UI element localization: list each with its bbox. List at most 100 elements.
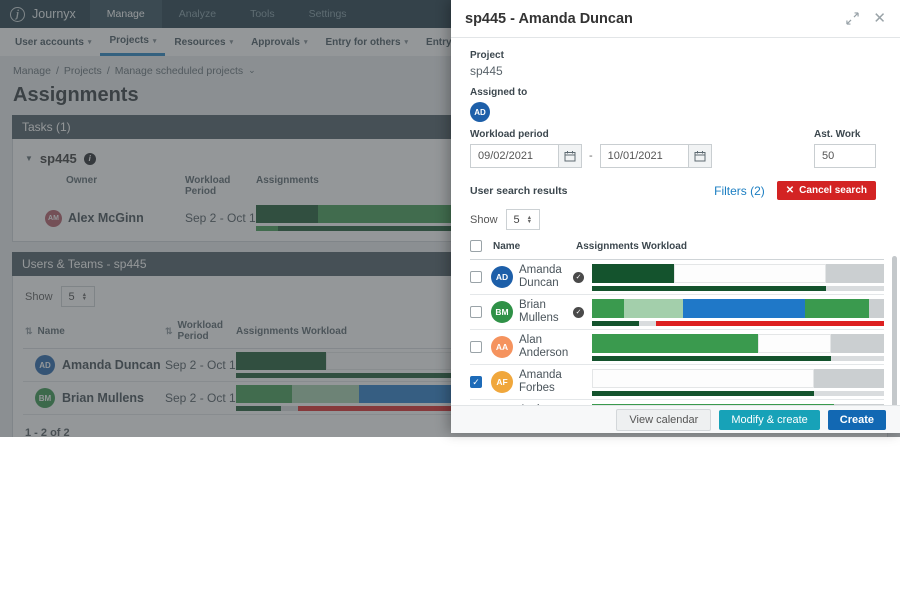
view-calendar-button[interactable]: View calendar — [616, 408, 712, 431]
bar-segment-darkgreen — [592, 263, 674, 283]
user-name-cell: Andrew Riggs — [519, 404, 590, 405]
create-button[interactable]: Create — [827, 409, 886, 430]
search-result-rows: AD Amanda Duncan ✓ BM Brian Mullens ✓ AA Alan A… — [470, 260, 884, 405]
search-result-row: BM Brian Mullens ✓ — [470, 295, 884, 330]
user-name: Amanda Duncan — [519, 263, 562, 289]
select-all-checkbox[interactable] — [470, 240, 482, 252]
workload-period-label: Workload period — [470, 129, 549, 140]
bar-segment-gray — [825, 263, 884, 283]
bar-segment-darkgreen — [592, 355, 832, 361]
panel-header: sp445 - Amanda Duncan ✕ — [451, 0, 900, 38]
bar-segment-lightgray — [813, 390, 884, 396]
assignments-workload-bar — [592, 263, 884, 291]
bar-segment-green — [592, 333, 759, 353]
verified-badge-icon: ✓ — [573, 271, 584, 283]
scrollbar[interactable] — [892, 256, 897, 405]
bar-segment-lightgray — [825, 285, 884, 291]
user-name-cell: Alan Anderson — [519, 334, 590, 360]
workload-bar-thin — [592, 355, 884, 361]
panel-title: sp445 - Amanda Duncan — [465, 10, 633, 27]
user-name-cell: Amanda Duncan ✓ — [519, 264, 590, 290]
avatar: AF — [491, 371, 513, 393]
x-icon: ✕ — [785, 185, 795, 196]
verified-badge-icon: ✓ — [573, 306, 584, 318]
search-result-row: ✓ AF Amanda Forbes — [470, 365, 884, 400]
bar-segment-gray — [869, 298, 884, 318]
ast-work-label: Ast. Work — [814, 129, 861, 140]
bar-segment-green — [592, 403, 835, 405]
modify-create-button[interactable]: Modify & create — [719, 409, 820, 430]
workload-bar-main — [592, 333, 884, 353]
workload-bar-main — [592, 298, 884, 318]
workload-bar-main — [592, 263, 884, 283]
bar-segment-darkgreen — [592, 390, 814, 396]
bar-segment-green — [592, 298, 625, 318]
user-name: Andrew Riggs — [519, 404, 573, 405]
search-result-row: AA Alan Anderson — [470, 330, 884, 365]
filters-link[interactable]: Filters (2) — [714, 183, 765, 198]
close-icon[interactable]: ✕ — [873, 10, 886, 27]
user-name: Alan Anderson — [519, 333, 569, 359]
bar-segment-gray — [834, 403, 884, 405]
user-name-cell: Amanda Forbes — [519, 369, 590, 395]
avatar: AD — [491, 266, 513, 288]
user-search-results-label: User search results — [470, 184, 568, 197]
workload-bar-thin — [592, 320, 884, 326]
assignments-workload-bar — [592, 298, 884, 326]
assignments-workload-bar — [592, 403, 884, 405]
panel-footer: View calendar Modify & create Create — [451, 405, 900, 433]
workload-bar-thin — [592, 390, 884, 396]
select-arrows-icon: ▲▼ — [526, 214, 533, 225]
row-checkbox[interactable]: ✓ — [470, 376, 482, 388]
table-header: Name Assignments Workload — [470, 236, 884, 260]
bar-segment-green — [805, 298, 870, 318]
user-search-table: Name Assignments Workload AD Amanda Dunca… — [470, 236, 884, 405]
ast-work-input[interactable] — [814, 144, 876, 168]
show-select[interactable]: 5 ▲▼ — [505, 209, 541, 230]
user-name: Amanda Forbes — [519, 368, 562, 394]
bar-segment-lightgreen — [624, 298, 683, 318]
calendar-icon[interactable] — [558, 144, 582, 168]
assignments-workload-bar — [592, 368, 884, 396]
user-name-cell: Brian Mullens ✓ — [519, 299, 590, 325]
bar-segment-darkgreen — [592, 320, 639, 326]
row-checkbox[interactable] — [470, 341, 482, 353]
row-checkbox[interactable] — [470, 306, 482, 318]
search-result-row: AD Amanda Duncan ✓ — [470, 260, 884, 295]
assignment-panel: sp445 - Amanda Duncan ✕ Project sp445 As… — [451, 0, 900, 433]
bar-segment-gray — [831, 333, 884, 353]
workload-bar-main — [592, 368, 884, 388]
bar-segment-darkgreen — [592, 285, 826, 291]
project-label: Project — [470, 50, 504, 61]
bar-segment-gray — [813, 368, 884, 388]
bar-segment-lightgray — [638, 320, 657, 326]
avatar: AA — [491, 336, 513, 358]
project-value: sp445 — [470, 64, 503, 78]
date-range-dash: - — [589, 150, 593, 162]
col-assignments-workload: Assignments Workload — [576, 240, 687, 252]
row-checkbox[interactable] — [470, 271, 482, 283]
bar-segment-empty — [592, 368, 814, 388]
assignments-workload-bar — [592, 333, 884, 361]
date-from-input[interactable] — [470, 144, 558, 168]
bar-segment-empty — [758, 333, 832, 353]
panel-body: Project sp445 Assigned to AD Workload pe… — [451, 38, 900, 405]
avatar: AD — [470, 102, 490, 122]
bar-segment-empty — [673, 263, 826, 283]
user-name: Brian Mullens — [519, 298, 559, 324]
col-name: Name — [493, 240, 521, 252]
bar-segment-lightgray — [831, 355, 884, 361]
date-to-input[interactable] — [599, 144, 688, 168]
show-label: Show — [470, 213, 498, 226]
search-result-row: ARAndrew Riggs — [470, 400, 884, 405]
workload-bar-thin — [592, 285, 884, 291]
calendar-icon[interactable] — [687, 144, 712, 168]
cancel-search-button[interactable]: ✕ Cancel search — [776, 181, 876, 200]
bar-segment-blue — [682, 298, 806, 318]
avatar: BM — [491, 301, 513, 323]
assigned-to-label: Assigned to — [470, 87, 528, 98]
bar-segment-red — [656, 320, 884, 326]
workload-bar-main — [592, 403, 884, 405]
expand-icon[interactable] — [846, 12, 860, 25]
